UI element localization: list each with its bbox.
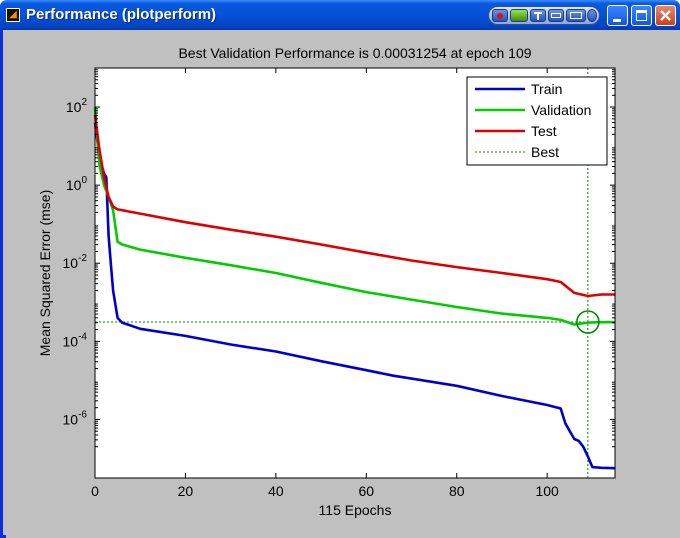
nvidia-icon[interactable] [510, 9, 528, 22]
x-axis-label: 115 Epochs [319, 502, 392, 518]
legend-label-test: Test [531, 123, 557, 139]
restore-icon[interactable] [566, 9, 586, 22]
y-tick-label: 102 [66, 97, 88, 115]
legend-label-best: Best [531, 144, 559, 160]
window-title: Performance (plotperform) [26, 6, 217, 23]
x-tick-label: 60 [359, 483, 375, 499]
best-marker [576, 310, 600, 334]
x-tick-label: 100 [535, 483, 559, 499]
performance-chart: 0 20 40 60 80 100 102 100 10-2 10-4 10-6 Best Valid… [37, 45, 616, 518]
legend-box [466, 76, 608, 166]
y-tick-label: 10-6 [63, 409, 88, 427]
y-tick-label: 10-2 [63, 253, 88, 271]
maximize-icon [636, 10, 647, 21]
y-tick-label: 10-4 [63, 331, 88, 349]
figure-canvas: 0 20 40 60 80 100 102 100 10-2 10-4 10-6 Best Valid… [6, 30, 680, 538]
series-line-test [93, 114, 615, 298]
minimize-button[interactable] [607, 5, 628, 26]
title-bar[interactable]: ◢ Performance (plotperform) [0, 0, 680, 30]
move-icon[interactable] [548, 9, 564, 22]
series-line-train [93, 122, 616, 470]
legend-label-validation: Validation [531, 102, 591, 118]
record-icon[interactable] [492, 9, 508, 22]
chart-title: Best Validation Performance is 0.0003125… [178, 45, 531, 61]
legend-label-train: Train [531, 81, 562, 97]
title-tray [488, 6, 600, 25]
pin-icon[interactable] [530, 9, 546, 22]
minimize-icon [613, 19, 621, 22]
roll-icon[interactable] [587, 9, 597, 22]
close-button[interactable] [655, 5, 676, 26]
x-tick-label: 20 [178, 483, 194, 499]
x-tick-label: 40 [268, 483, 284, 499]
y-axis-label: Mean Squared Error (mse) [37, 190, 53, 357]
y-tick-label: 100 [66, 175, 88, 193]
x-tick-label: 0 [91, 483, 99, 499]
maximize-button[interactable] [631, 5, 652, 26]
close-icon [660, 10, 671, 21]
x-tick-label: 80 [449, 483, 465, 499]
axes-frame [94, 67, 616, 479]
matlab-figure-icon[interactable]: ◢ [6, 8, 20, 22]
